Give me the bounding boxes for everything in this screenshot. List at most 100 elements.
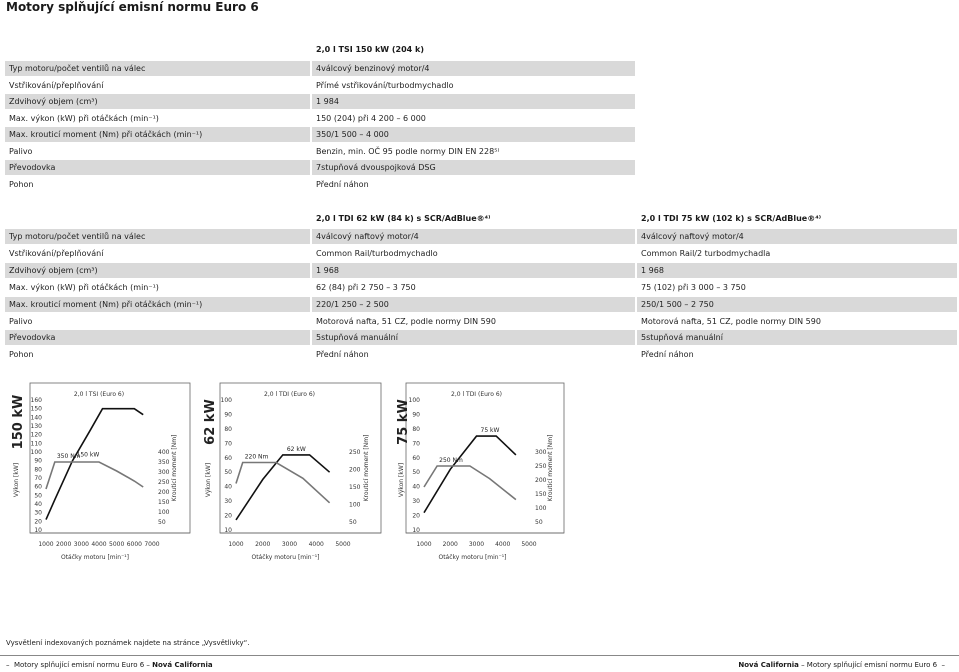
y-left-tick-label: 30	[412, 498, 420, 505]
y-right-tick-label: 150	[158, 499, 170, 506]
power-side-label: 62 kW	[203, 399, 218, 445]
y-left-tick-label: 60	[34, 484, 42, 491]
row-value-75kw: Přední náhon	[637, 347, 957, 363]
series-label: 250 Nm	[439, 457, 463, 464]
table-row: Palivo Motorová nafta, 51 CZ, podle normy…	[5, 313, 957, 329]
y-left-tick-label: 20	[224, 513, 232, 520]
y-left-tick-label: 50	[412, 469, 420, 476]
power-side-label: 150 kW	[11, 395, 26, 450]
row-label: Převodovka	[5, 330, 310, 346]
y-left-tick-label: 60	[224, 455, 232, 462]
x-tick-label: 6000	[127, 541, 142, 548]
row-value-62kw: Motorová nafta, 51 CZ, podle normy DIN 5…	[312, 313, 635, 329]
table2-engine-header-1: 2,0 l TDI 62 kW (84 k) s SCR/AdBlue®⁴⁾	[316, 214, 491, 223]
y-right-tick-label: 250	[535, 463, 547, 470]
table-row: Zdvihový objem (cm³) 1 968 1 968	[5, 262, 957, 278]
y-axis-left-label: Výkon [kW]	[205, 463, 212, 497]
row-value-75kw: 75 (102) při 3 000 – 3 750	[637, 279, 957, 295]
row-label: Typ motoru/počet ventilů na válec	[5, 61, 310, 76]
footnote: Vysvětlení indexovaných poznámek najdete…	[6, 639, 250, 647]
series-label: 350 Nm	[57, 453, 81, 460]
x-tick-label: 3000	[282, 541, 297, 548]
y-left-tick-label: 70	[224, 440, 232, 447]
x-tick-label: 3000	[469, 541, 484, 548]
x-tick-label: 4000	[91, 541, 106, 548]
y-right-tick-label: 300	[535, 449, 547, 456]
y-left-tick-label: 10	[224, 527, 232, 534]
x-tick-label: 1000	[38, 541, 53, 548]
row-value-75kw: Motorová nafta, 51 CZ, podle normy DIN 5…	[637, 313, 957, 329]
y-left-tick-label: 50	[34, 492, 42, 499]
row-label: Max. výkon (kW) při otáčkách (min⁻¹)	[5, 279, 310, 295]
x-tick-label: 4000	[495, 541, 510, 548]
performance-charts: 150 kW Výkon [kW] Krouticí moment [Nm] 2,0 …	[11, 382, 565, 561]
table-row: Vstřikování/přeplňování Přímé vstřikování…	[5, 77, 635, 93]
y-left-tick-label: 120	[31, 432, 43, 439]
table-row: Pohon Přední náhon	[5, 176, 635, 192]
footer-left-prefix: Motory splňující emisní normu Euro 6 –	[13, 661, 153, 669]
y-left-tick-label: 40	[224, 484, 232, 491]
y-left-tick-label: 60	[412, 455, 420, 462]
table-row: Převodovka 5stupňová manuální 5stupňová ma…	[5, 330, 957, 346]
x-axis-label: Otáčky motoru [min⁻¹]	[438, 554, 506, 561]
row-value: 150 (204) při 4 200 – 6 000	[312, 110, 635, 126]
y-axis-left-label: Výkon [kW]	[13, 463, 20, 497]
y-right-tick-label: 50	[349, 519, 357, 526]
y-left-tick-label: 110	[31, 440, 43, 447]
chart-title: 2,0 l TDI (Euro 6)	[451, 391, 502, 398]
y-right-tick-label: 300	[158, 469, 170, 476]
x-tick-label: 5000	[335, 541, 350, 548]
footer-left: – Motory splňující emisní normu Euro 6 –…	[6, 661, 213, 669]
table2-engine-header-2: 2,0 l TDI 75 kW (102 k) s SCR/AdBlue®⁴⁾	[641, 214, 822, 223]
row-label: Zdvihový objem (cm³)	[5, 262, 310, 278]
x-axis-label: Otáčky motoru [min⁻¹]	[251, 554, 319, 561]
row-label: Max. krouticí moment (Nm) při otáčkách (…	[5, 296, 310, 312]
table-row: Typ motoru/počet ventilů na válec 4válcov…	[5, 229, 957, 244]
y-axis-right-label: Krouticí moment [Nm]	[547, 435, 554, 502]
footer-right-bold: Nová California	[738, 661, 799, 669]
row-value-75kw: Common Rail/2 turbodmychadla	[637, 245, 957, 261]
table-row: Typ motoru/počet ventilů na válec 4válcov…	[5, 61, 635, 76]
row-value-75kw: 1 968	[637, 262, 957, 278]
table-row: Max. výkon (kW) při otáčkách (min⁻¹) 62 (…	[5, 279, 957, 295]
torque-curve	[45, 461, 144, 490]
y-left-tick-label: 100	[409, 397, 421, 404]
y-axis-left-label: Výkon [kW]	[398, 463, 405, 497]
table-row: Max. krouticí moment (Nm) při otáčkách (…	[5, 296, 957, 312]
row-label: Palivo	[5, 143, 310, 159]
page-title: Motory splňující emisní normu Euro 6	[6, 0, 259, 14]
power-side-label: 75 kW	[396, 399, 411, 445]
y-right-tick-label: 50	[158, 519, 166, 526]
row-value-62kw: Common Rail/turbodmychadlo	[312, 245, 635, 261]
footer-left-bold: Nová California	[152, 661, 213, 669]
x-tick-label: 2000	[443, 541, 458, 548]
series-label: 220 Nm	[245, 454, 269, 461]
row-label: Pohon	[5, 176, 310, 192]
y-right-tick-label: 150	[349, 484, 361, 491]
row-value-75kw: 5stupňová manuální	[637, 330, 957, 346]
y-right-tick-label: 50	[535, 519, 543, 526]
table-row: Zdvihový objem (cm³) 1 984	[5, 94, 635, 109]
torque-curve	[235, 461, 331, 504]
power-curve	[423, 435, 517, 514]
y-right-tick-label: 200	[349, 467, 361, 474]
y-right-tick-label: 400	[158, 449, 170, 456]
y-right-tick-label: 100	[535, 505, 547, 512]
row-value: Přední náhon	[312, 176, 635, 192]
y-left-tick-label: 140	[31, 414, 43, 421]
y-left-tick-label: 100	[221, 397, 233, 404]
y-left-tick-label: 80	[34, 466, 42, 473]
row-value: 4válcový benzinový motor/4	[312, 61, 635, 76]
power-curve	[45, 407, 144, 520]
y-left-tick-label: 20	[34, 518, 42, 525]
y-left-tick-label: 40	[34, 501, 42, 508]
y-left-tick-label: 130	[31, 423, 43, 430]
y-left-tick-label: 40	[412, 484, 420, 491]
y-left-tick-label: 90	[224, 411, 232, 418]
row-label: Vstřikování/přeplňování	[5, 77, 310, 93]
row-value-62kw: 1 968	[312, 262, 635, 278]
series-label: 150 kW	[77, 452, 100, 459]
y-right-tick-label: 150	[535, 491, 547, 498]
row-label: Zdvihový objem (cm³)	[5, 94, 310, 109]
row-value: 1 984	[312, 94, 635, 109]
